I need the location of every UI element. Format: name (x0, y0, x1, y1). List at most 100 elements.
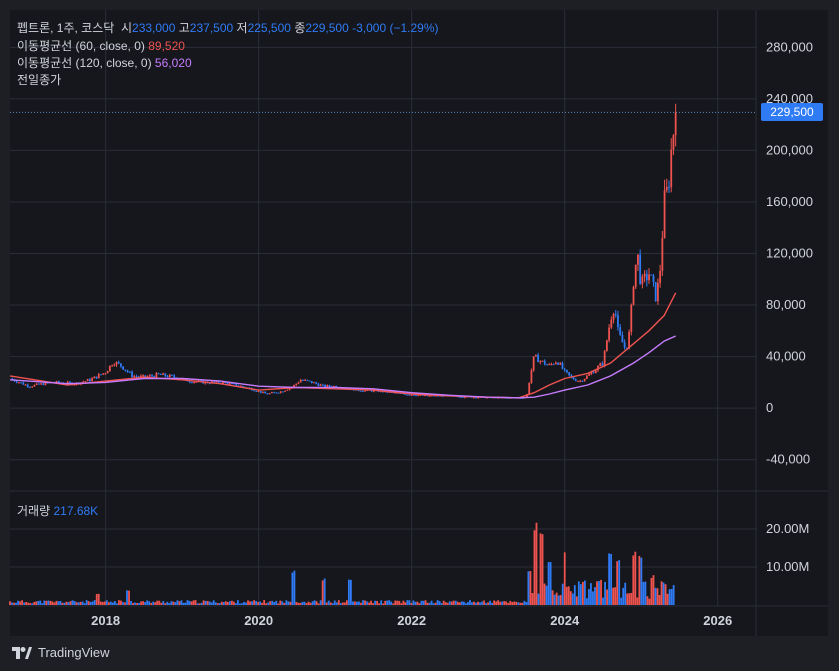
candle-body (550, 364, 553, 366)
volume-bar (79, 601, 82, 605)
volume-bar (156, 600, 159, 605)
volume-bar (374, 600, 377, 605)
candle-body (608, 327, 610, 341)
volume-bar (61, 602, 64, 605)
candle-body (29, 386, 31, 388)
volume-bar (452, 600, 455, 605)
volume-bar (600, 579, 602, 605)
candle-body (395, 392, 397, 394)
candle-body (532, 356, 535, 371)
candle-body (188, 381, 191, 383)
candle-body (135, 376, 138, 378)
volume-bar (136, 602, 138, 605)
volume-bar (39, 600, 42, 605)
candle-body (335, 386, 338, 388)
volume-bar (394, 600, 397, 605)
volume-bar (606, 589, 608, 605)
volume-bar (529, 571, 532, 605)
volume-bar (440, 603, 443, 605)
volume-bar (315, 601, 318, 605)
volume-bar (358, 601, 360, 605)
ma60-legend[interactable]: 이동평균선 (60, close, 0) 89,520 (17, 37, 185, 54)
prev-close-legend[interactable]: 전일종가 (17, 71, 61, 88)
volume-bar (95, 593, 98, 605)
candle-body (117, 362, 120, 364)
candle-body (426, 395, 429, 397)
candle-body (321, 384, 324, 386)
candle-body (162, 373, 165, 375)
volume-bar (575, 596, 578, 605)
volume-bar (571, 593, 574, 605)
volume-legend[interactable]: 거래량 217.68K (17, 502, 98, 519)
candle-body (104, 373, 107, 375)
volume-bar (493, 600, 496, 605)
change-value: -3,000 (−1.29%) (352, 21, 439, 35)
candle-body (590, 372, 593, 375)
volume-bar (541, 534, 544, 605)
volume-bar (362, 600, 364, 605)
candle-body (674, 112, 677, 136)
volume-bar (456, 601, 459, 605)
volume-bar (446, 602, 449, 605)
volume-bar (281, 601, 284, 605)
volume-bar (586, 598, 588, 605)
volume-bar (466, 602, 469, 605)
ma120-legend[interactable]: 이동평균선 (120, close, 0) 56,020 (17, 54, 192, 71)
volume-bar (557, 595, 560, 605)
volume-bar (182, 602, 185, 605)
tradingview-brand[interactable]: TradingView (12, 645, 110, 660)
volume-bar (366, 601, 368, 605)
candle-body (566, 369, 568, 373)
volume-value: 217.68K (53, 504, 99, 518)
candle-body (284, 390, 287, 392)
candle-body (370, 390, 373, 392)
volume-bar (33, 601, 36, 605)
volume-bar (646, 596, 649, 605)
volume-bar (313, 600, 316, 605)
volume-bar (279, 600, 282, 605)
candle-body (665, 186, 668, 191)
candle-body (140, 375, 142, 377)
candle-body (541, 360, 544, 362)
candle-body (410, 394, 413, 396)
volume-bar (261, 602, 264, 605)
candle-body (217, 380, 220, 383)
volume-bar (53, 602, 56, 605)
candle-body (106, 371, 109, 374)
candle-body (359, 390, 362, 392)
volume-bar (458, 602, 461, 605)
volume-bar (642, 581, 645, 605)
volume-bar (184, 602, 187, 605)
volume-bar (364, 600, 366, 605)
candle-body (583, 378, 586, 382)
candle-body (86, 379, 89, 382)
volume-bar (307, 601, 310, 605)
volume-bar (662, 582, 665, 605)
volume-bar (666, 593, 669, 605)
volume-bar (168, 603, 171, 605)
candle-body (430, 395, 433, 397)
volume-bar (460, 601, 463, 605)
candle-body (632, 286, 635, 305)
time-tick-label: 2024 (550, 613, 580, 628)
candle-body (131, 371, 133, 378)
candle-body (326, 385, 329, 387)
volume-bar (202, 600, 205, 605)
volume-bar (101, 601, 104, 605)
volume-bar (170, 601, 173, 605)
volume-bar (43, 600, 46, 605)
volume-bar (210, 602, 213, 605)
volume-bar (51, 601, 54, 605)
candle-body (40, 383, 42, 385)
volume-bar (565, 586, 568, 605)
candle-body (428, 395, 431, 397)
volume-bar (154, 602, 157, 605)
candle-body (572, 377, 575, 380)
candle-body (100, 374, 102, 376)
volume-bar (208, 601, 211, 605)
volume-bar (107, 602, 110, 605)
volume-bar (608, 553, 610, 605)
volume-bar (515, 601, 518, 605)
volume-bar (360, 602, 362, 605)
